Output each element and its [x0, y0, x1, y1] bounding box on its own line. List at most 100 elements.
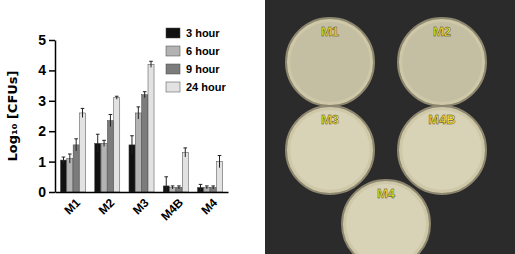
error-line: [200, 184, 201, 190]
error-line: [104, 140, 105, 146]
legend-swatch: [166, 64, 180, 74]
error-cap: [130, 135, 134, 136]
series: [73, 92, 216, 192]
tick-label: M4B: [158, 195, 186, 223]
tick-label: M1: [61, 195, 83, 217]
tick: 3: [38, 93, 55, 109]
plate-agar: [290, 22, 370, 102]
legend: 3 hour 6 hour 9 hour 24 hour: [166, 27, 226, 93]
error-cap: [81, 108, 85, 109]
tick-mark: [49, 192, 55, 194]
tick-label: 0: [38, 184, 46, 200]
error-bar: [81, 108, 85, 117]
bar: [67, 159, 73, 192]
plate: M4: [342, 180, 430, 254]
error-line: [151, 61, 152, 67]
tick: M2: [96, 192, 118, 217]
y-axis: 0 1 2 3 4 5: [38, 32, 55, 200]
tick-label: 1: [38, 154, 46, 170]
tick-mark: [49, 131, 55, 133]
tick-label: M3: [130, 195, 152, 217]
legend-label: 9 hour: [186, 63, 220, 75]
error-cap: [137, 106, 141, 107]
bar: [148, 64, 154, 192]
error-bar: [109, 114, 113, 126]
legend-item: 3 hour: [166, 27, 220, 39]
error-bar: [137, 107, 141, 119]
plate: M3: [286, 106, 374, 194]
tick: 2: [38, 123, 55, 139]
plate-dish: [286, 18, 374, 106]
plate: M1: [286, 18, 374, 106]
error-line: [82, 108, 83, 117]
error-cap: [218, 155, 222, 156]
error-bar: [183, 148, 187, 157]
plate-dish: [398, 106, 486, 194]
error-bar: [102, 140, 106, 146]
error-bar: [177, 186, 181, 189]
tick-mark: [49, 40, 55, 42]
error-bar: [218, 156, 222, 168]
error-cap: [164, 176, 168, 177]
error-bar: [205, 186, 209, 189]
tick-label: 3: [38, 93, 46, 109]
error-bar: [171, 186, 175, 189]
tick-mark: [49, 101, 55, 103]
axis-line: [55, 41, 57, 193]
error-bar: [115, 96, 119, 99]
tick: 5: [38, 32, 55, 48]
tick-label: 2: [38, 123, 46, 139]
plate-label: M2: [433, 24, 451, 39]
plate-label: M4: [377, 186, 396, 201]
error-bar: [211, 186, 215, 189]
tick-mark: [49, 161, 55, 163]
legend-item: 6 hour: [166, 45, 220, 57]
plate-agar: [402, 110, 482, 190]
legend-item: 24 hour: [166, 81, 226, 93]
error-cap: [177, 185, 181, 186]
error-line: [63, 157, 64, 163]
plate-agar: [290, 110, 370, 190]
tick-label: 5: [38, 32, 46, 48]
tick: M4: [199, 192, 221, 217]
error-bar: [199, 184, 203, 190]
bar: [182, 152, 188, 192]
bar: [101, 143, 107, 192]
error-cap: [102, 140, 106, 141]
bar: [142, 95, 148, 192]
error-cap: [109, 114, 113, 115]
tick: M1: [61, 192, 83, 217]
tick: 1: [38, 154, 55, 170]
error-line: [219, 156, 220, 168]
tick-label: M4: [199, 195, 221, 217]
legend-label: 24 hour: [186, 81, 226, 93]
tick-label: 4: [38, 62, 46, 78]
plate-dish: [398, 18, 486, 106]
error-cap: [74, 138, 78, 139]
legend-item: 9 hour: [166, 63, 220, 75]
tick: M3: [130, 192, 152, 217]
legend-label: 6 hour: [186, 45, 220, 57]
error-bar: [68, 154, 72, 163]
tick: M4B: [158, 192, 186, 223]
plate-dish: [342, 180, 430, 254]
error-bar: [149, 61, 153, 67]
error-bar: [96, 134, 100, 152]
error-bar: [130, 136, 134, 154]
bar: [107, 121, 113, 192]
error-cap: [183, 147, 187, 148]
axis-line: [56, 192, 229, 194]
tick: 0: [38, 184, 55, 200]
error-cap: [143, 91, 147, 92]
error-cap: [205, 185, 209, 186]
legend-label: 3 hour: [186, 27, 220, 39]
plate-label: M3: [321, 112, 339, 127]
figure: 012345M1M2M3M4BM4Log₁₀ [CFUs]3 hour6 hou…: [0, 0, 515, 254]
error-cap: [211, 185, 215, 186]
plate-label: M4B: [428, 112, 455, 127]
error-cap: [199, 184, 203, 185]
error-cap: [62, 157, 66, 158]
bar: [73, 145, 79, 192]
error-line: [131, 136, 132, 154]
error-line: [185, 148, 186, 157]
